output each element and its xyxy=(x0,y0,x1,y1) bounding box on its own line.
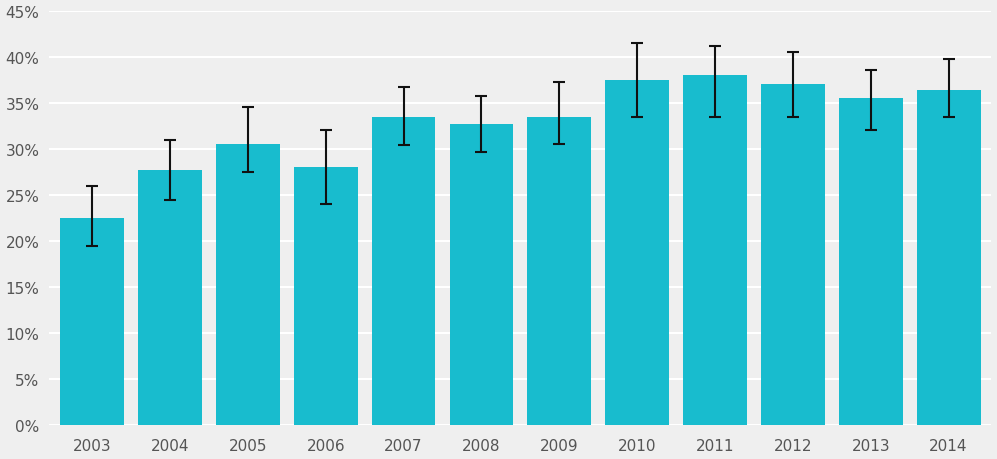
Bar xyxy=(138,171,202,425)
Bar xyxy=(294,168,358,425)
Bar xyxy=(761,85,825,425)
Bar xyxy=(372,118,436,425)
Bar xyxy=(838,99,902,425)
Bar xyxy=(60,218,124,425)
Bar xyxy=(527,118,591,425)
Bar xyxy=(605,80,669,425)
Bar xyxy=(916,90,980,425)
Bar xyxy=(450,125,513,425)
Bar xyxy=(216,145,280,425)
Bar xyxy=(683,76,747,425)
